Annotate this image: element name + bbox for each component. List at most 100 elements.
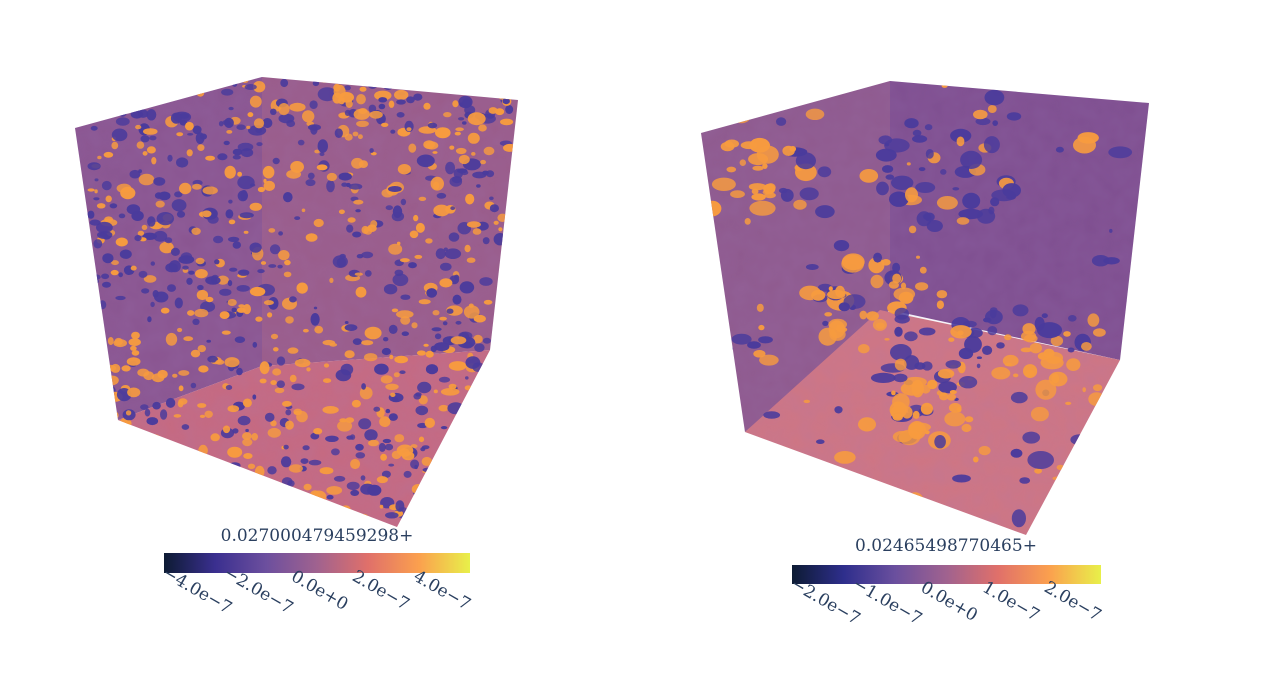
negative-isosurface-blob bbox=[843, 294, 866, 309]
positive-isosurface-blob bbox=[87, 188, 95, 192]
positive-isosurface-blob bbox=[469, 445, 478, 454]
negative-isosurface-blob bbox=[140, 404, 149, 410]
positive-isosurface-blob bbox=[905, 187, 918, 203]
positive-isosurface-blob bbox=[197, 345, 206, 353]
positive-isosurface-blob bbox=[104, 216, 113, 223]
positive-isosurface-blob bbox=[115, 237, 128, 247]
negative-isosurface-blob bbox=[293, 512, 302, 524]
positive-isosurface-blob bbox=[789, 146, 797, 152]
negative-isosurface-blob bbox=[241, 484, 253, 494]
negative-isosurface-blob bbox=[815, 205, 835, 219]
negative-isosurface-blob bbox=[178, 255, 195, 264]
positive-isosurface-blob bbox=[425, 141, 439, 150]
positive-isosurface-blob bbox=[948, 337, 955, 342]
negative-isosurface-blob bbox=[924, 212, 935, 222]
scene-right[interactable] bbox=[690, 75, 1160, 545]
positive-isosurface-blob bbox=[870, 274, 884, 289]
positive-isosurface-blob bbox=[128, 338, 141, 346]
positive-isosurface-blob bbox=[906, 162, 911, 166]
negative-isosurface-blob bbox=[475, 426, 488, 434]
positive-isosurface-blob bbox=[314, 325, 324, 334]
negative-isosurface-blob bbox=[182, 265, 189, 270]
positive-isosurface-blob bbox=[157, 369, 168, 379]
positive-isosurface-blob bbox=[216, 275, 229, 285]
positive-isosurface-blob bbox=[238, 304, 245, 308]
negative-isosurface-blob bbox=[358, 418, 372, 430]
negative-isosurface-blob bbox=[346, 481, 360, 491]
negative-isosurface-blob bbox=[934, 435, 946, 449]
negative-isosurface-blob bbox=[876, 181, 889, 196]
negative-isosurface-blob bbox=[237, 190, 248, 202]
positive-isosurface-blob bbox=[379, 504, 384, 509]
positive-isosurface-blob bbox=[105, 195, 112, 203]
negative-isosurface-blob bbox=[444, 248, 462, 259]
positive-isosurface-blob bbox=[172, 373, 178, 378]
positive-isosurface-blob bbox=[329, 277, 334, 283]
positive-isosurface-blob bbox=[1023, 364, 1038, 379]
negative-isosurface-blob bbox=[431, 327, 442, 332]
negative-isosurface-blob bbox=[205, 276, 221, 285]
negative-isosurface-blob bbox=[236, 367, 243, 376]
negative-isosurface-blob bbox=[450, 206, 456, 211]
positive-isosurface-blob bbox=[859, 169, 879, 183]
negative-isosurface-blob bbox=[325, 509, 338, 519]
positive-isosurface-blob bbox=[252, 81, 266, 93]
positive-isosurface-blob bbox=[197, 403, 207, 408]
negative-isosurface-blob bbox=[256, 142, 263, 147]
negative-isosurface-blob bbox=[176, 157, 189, 168]
positive-isosurface-blob bbox=[291, 502, 298, 508]
positive-isosurface-blob bbox=[196, 289, 209, 301]
negative-isosurface-blob bbox=[435, 248, 446, 260]
positive-isosurface-blob bbox=[135, 124, 142, 130]
negative-isosurface-blob bbox=[144, 408, 151, 417]
positive-isosurface-blob bbox=[191, 477, 208, 491]
positive-isosurface-blob bbox=[390, 392, 396, 397]
positive-isosurface-blob bbox=[824, 312, 833, 317]
positive-isosurface-blob bbox=[242, 432, 252, 440]
negative-isosurface-blob bbox=[333, 475, 346, 482]
negative-isosurface-blob bbox=[355, 443, 364, 451]
colorbar-tick-label: 4.0e−7 bbox=[410, 566, 474, 614]
negative-isosurface-blob bbox=[976, 356, 983, 360]
negative-isosurface-blob bbox=[452, 294, 462, 305]
positive-isosurface-blob bbox=[201, 210, 212, 218]
negative-isosurface-blob bbox=[1109, 228, 1113, 233]
negative-isosurface-blob bbox=[707, 417, 716, 425]
negative-isosurface-blob bbox=[1055, 146, 1064, 153]
negative-isosurface-blob bbox=[283, 444, 289, 450]
positive-isosurface-blob bbox=[143, 128, 158, 135]
negative-isosurface-blob bbox=[482, 170, 489, 176]
positive-isosurface-blob bbox=[148, 434, 160, 441]
negative-isosurface-blob bbox=[181, 424, 190, 430]
negative-isosurface-blob bbox=[373, 406, 381, 412]
positive-isosurface-blob bbox=[1093, 328, 1106, 337]
positive-isosurface-blob bbox=[1063, 331, 1071, 337]
negative-isosurface-blob bbox=[983, 136, 1000, 154]
negative-isosurface-blob bbox=[149, 135, 157, 141]
negative-isosurface-blob bbox=[445, 161, 456, 175]
positive-isosurface-blob bbox=[906, 492, 925, 512]
positive-isosurface-blob bbox=[503, 423, 512, 431]
positive-isosurface-blob bbox=[484, 442, 494, 450]
negative-isosurface-blob bbox=[319, 152, 325, 157]
positive-isosurface-blob bbox=[103, 364, 117, 372]
positive-isosurface-blob bbox=[347, 217, 356, 223]
negative-isosurface-blob bbox=[878, 135, 893, 145]
negative-isosurface-blob bbox=[150, 301, 155, 308]
positive-isosurface-blob bbox=[338, 209, 345, 215]
positive-isosurface-blob bbox=[501, 499, 508, 507]
positive-isosurface-blob bbox=[249, 202, 262, 211]
negative-isosurface-blob bbox=[1070, 434, 1090, 446]
positive-isosurface-blob bbox=[466, 482, 477, 490]
positive-isosurface-blob bbox=[866, 311, 879, 321]
negative-isosurface-blob bbox=[289, 494, 303, 504]
positive-isosurface-blob bbox=[208, 469, 216, 474]
positive-isosurface-blob bbox=[936, 300, 945, 310]
scene-left[interactable] bbox=[60, 70, 530, 540]
negative-isosurface-blob bbox=[350, 489, 360, 496]
negative-isosurface-blob bbox=[885, 174, 895, 180]
positive-isosurface-blob bbox=[409, 230, 419, 239]
positive-isosurface-blob bbox=[1112, 397, 1126, 414]
positive-isosurface-blob bbox=[95, 349, 101, 356]
positive-isosurface-blob bbox=[240, 480, 248, 488]
